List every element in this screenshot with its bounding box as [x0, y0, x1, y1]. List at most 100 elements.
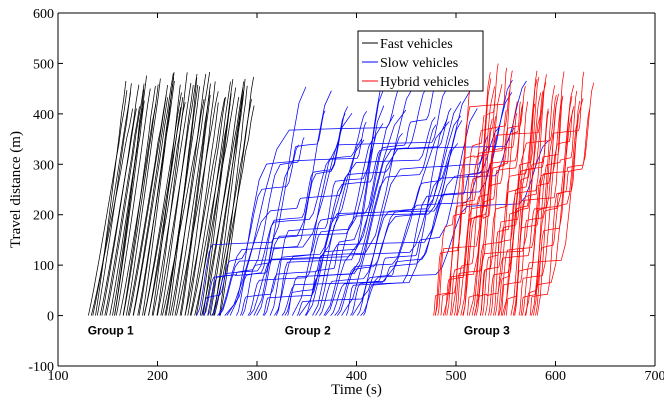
trajectory-3-46	[529, 100, 581, 316]
trajectory-1-43	[179, 83, 211, 316]
trajectory-3-49	[535, 96, 573, 316]
y-tick-label: 600	[33, 7, 54, 22]
trajectory-2-17	[256, 136, 375, 316]
legend-label-1: Fast vehicles	[380, 37, 453, 52]
trajectory-2-13	[241, 106, 349, 316]
x-tick-label: 200	[147, 369, 168, 384]
trajectory-1-60	[214, 105, 255, 316]
trajectory-1-48	[189, 96, 226, 316]
trajectory-3-50	[536, 71, 585, 316]
trajectory-1-14	[115, 88, 151, 316]
trajectory-1-44	[180, 94, 211, 316]
x-tick-label: 100	[48, 369, 69, 384]
trajectory-3-33	[500, 85, 555, 316]
trajectory-1-17	[122, 103, 157, 316]
y-tick-label: 500	[33, 57, 54, 72]
trajectory-2-16	[253, 121, 367, 316]
trajectory-1-13	[114, 100, 145, 316]
trajectory-3-6	[442, 89, 511, 316]
trajectory-1-19	[127, 94, 167, 316]
y-axis-label: Travel distance (m)	[8, 131, 24, 248]
trajectory-2-22	[275, 105, 385, 316]
trajectory-3-28	[490, 101, 529, 316]
trajectory-3-26	[484, 76, 540, 316]
trajectory-2-11	[236, 113, 346, 316]
trajectory-2-7	[218, 139, 365, 316]
trajectory-3-36	[505, 93, 559, 316]
trajectory-1-34	[160, 84, 194, 316]
x-axis-label: Time (s)	[331, 382, 382, 398]
trajectory-1-3	[92, 92, 131, 316]
trajectory-1-9	[105, 83, 145, 316]
x-tick-label: 500	[446, 369, 467, 384]
trajectory-1-57	[209, 81, 244, 316]
legend-label-2: Slow vehicles	[380, 56, 458, 71]
group-label-2: Group 2	[285, 324, 331, 338]
trajectory-3-30	[494, 85, 575, 316]
trajectory-2-31	[312, 78, 438, 316]
trajectory-3-43	[521, 98, 584, 316]
y-tick-label: 0	[47, 310, 54, 325]
trajectory-1-56	[207, 90, 245, 316]
axes	[57, 12, 656, 367]
trajectory-2-29	[304, 124, 437, 316]
x-tick-label: 300	[247, 369, 268, 384]
trajectory-2-8	[224, 133, 403, 316]
x-tick-label: 400	[346, 369, 367, 384]
trajectory-3-10	[451, 67, 508, 316]
trajectory-1-59	[213, 78, 246, 316]
trajectory-1-41	[174, 91, 211, 316]
trajectory-2-38	[337, 146, 454, 316]
group-label-3: Group 3	[464, 324, 510, 338]
trajectory-2-1	[196, 86, 307, 316]
trajectory-1-5	[96, 83, 132, 316]
trajectory-curves	[88, 63, 595, 316]
trajectory-3-22	[475, 109, 543, 316]
trajectory-2-12	[239, 138, 362, 316]
trajectory-1-6	[99, 108, 137, 316]
trajectory-1-51	[195, 81, 231, 316]
trajectory-1-45	[184, 97, 226, 316]
legend: Fast vehicles Slow vehicles Hybrid vehicle…	[357, 30, 484, 92]
trajectory-2-39	[341, 80, 527, 316]
trajectory-3-34	[501, 95, 557, 316]
trajectory-1-24	[138, 72, 175, 316]
trajectory-1-22	[133, 73, 174, 316]
trajectory-1-32	[156, 72, 188, 316]
trajectory-3-9	[449, 63, 499, 316]
x-tick-label: 700	[645, 369, 664, 384]
trajectory-1-2	[90, 108, 133, 316]
tick-labels: 100 200 300 400 500 600 700 -100 0 100 200 300 400 50…	[28, 7, 664, 384]
legend-box	[357, 30, 484, 92]
y-tick-label: -100	[28, 360, 54, 375]
trajectory-1-20	[129, 84, 168, 316]
trajectory-1-54	[202, 93, 232, 316]
trajectory-2-24	[284, 107, 452, 316]
trajectory-1-52	[199, 79, 234, 316]
trajectory-1-42	[176, 91, 219, 316]
trajectory-3-45	[525, 118, 579, 316]
trajectory-3-21	[473, 90, 544, 316]
trajectory-2-21	[274, 87, 428, 316]
trajectory-2-26	[291, 91, 446, 316]
x-tick-label: 600	[545, 369, 566, 384]
trajectory-2-10	[229, 110, 326, 316]
trajectory-1-37	[165, 84, 199, 316]
y-tick-label: 300	[33, 158, 54, 173]
trajectory-3-25	[482, 103, 536, 316]
trajectory-3-2	[434, 115, 485, 316]
trajectory-3-12	[456, 116, 497, 316]
trajectory-1-47	[187, 102, 219, 316]
trajectory-1-7	[101, 84, 140, 316]
trajectory-3-48	[533, 90, 578, 316]
trajectory-3-20	[474, 78, 538, 316]
trajectory-1-62	[219, 76, 254, 316]
trajectory-1-29	[148, 107, 181, 316]
trajectory-2-34	[323, 101, 462, 316]
trajectory-3-29	[493, 70, 538, 316]
trajectory-3-19	[471, 106, 523, 316]
trajectory-1-33	[157, 73, 198, 316]
trajectory-1-25	[142, 77, 175, 316]
trajectory-1-30	[151, 84, 181, 316]
